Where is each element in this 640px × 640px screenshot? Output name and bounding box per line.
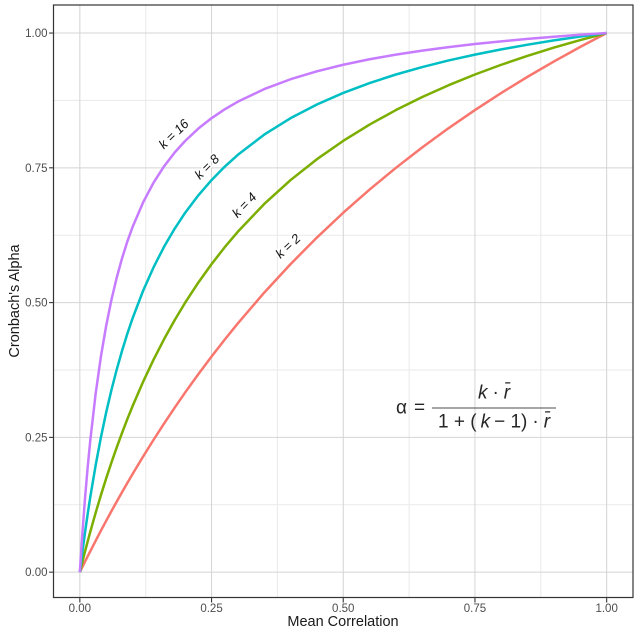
x-tick-label: 0.00 — [69, 603, 91, 615]
y-tick-label: 0.25 — [25, 432, 47, 444]
y-tick-label: 1.00 — [25, 28, 47, 40]
formula-den-open: 1 + ( — [438, 411, 477, 433]
formula-den-close: − 1) — [494, 411, 528, 433]
curve-k4 — [78, 31, 607, 573]
formula-den-k: k — [480, 411, 491, 433]
formula-den-dot: · — [532, 411, 539, 433]
formula-num-dot: · — [492, 382, 499, 404]
x-tick-label: 0.25 — [200, 603, 222, 615]
y-tick-label: 0.00 — [25, 567, 47, 579]
x-tick-label: 0.75 — [464, 603, 486, 615]
y-tick-label: 0.75 — [25, 163, 47, 175]
alpha-formula-annotation: α = k · r̄ 1 + ( k − 1) · r̄ — [395, 383, 557, 434]
alpha-curves — [78, 31, 608, 573]
formula-alpha-symbol: α — [395, 397, 407, 418]
axis-tick-labels: 0.00 0.25 0.50 0.75 1.00 0.00 0.25 0.50 0.75 1.00 — [25, 28, 618, 615]
curve-label-k16: k = 16 — [156, 116, 193, 152]
formula-fraction: k · r̄ 1 + ( k − 1) · r̄ — [432, 383, 557, 434]
curve-k2 — [78, 31, 608, 573]
curve-label-k4: k = 4 — [229, 190, 260, 221]
curve-k8 — [78, 31, 607, 573]
axis-tick-marks — [49, 32, 608, 603]
formula-denominator: 1 + ( k − 1) · r̄ — [432, 407, 557, 434]
formula-equals-sign: = — [413, 397, 426, 418]
curve-label-k8: k = 8 — [191, 151, 222, 182]
x-axis-title: Mean Correlation — [287, 614, 399, 630]
formula-num-rbar: r̄ — [503, 382, 511, 404]
y-tick-label: 0.50 — [25, 298, 47, 310]
formula-num-k: k — [477, 382, 488, 404]
grid-major-lines — [53, 5, 633, 598]
panel-border-rect — [52, 4, 634, 599]
formula-den-rbar: r̄ — [543, 411, 551, 433]
x-tick-label: 1.00 — [595, 603, 617, 615]
y-axis-title: Cronbach's Alpha — [7, 244, 23, 358]
curve-k16 — [78, 31, 607, 573]
formula-numerator: k · r̄ — [472, 383, 516, 408]
x-tick-label: 0.50 — [332, 603, 354, 615]
panel-border — [52, 4, 634, 599]
